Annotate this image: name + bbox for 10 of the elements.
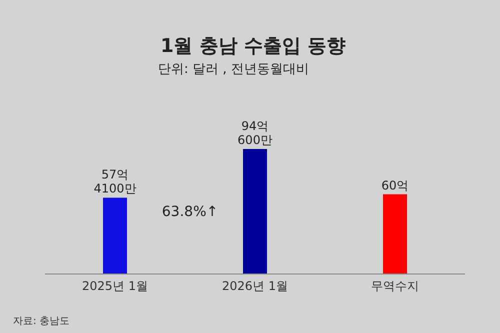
annotation: 63.8%↑: [162, 204, 218, 220]
data-label: 57억 4100만: [94, 168, 136, 196]
data-label: 60억: [381, 178, 409, 192]
data-label: 94억 600만: [238, 119, 272, 147]
text: 자료: 충남도: [13, 316, 70, 327]
x-tick-label: 2025년 1월: [82, 279, 148, 293]
x-tick-label: 무역수지: [371, 279, 419, 293]
chart-subtitle: 단위: 달러 , 전년동월대비: [158, 62, 309, 77]
chart-title: 1월 충남 수출입 동향: [160, 35, 346, 57]
x-tick-label: 2026년 1월: [222, 279, 288, 293]
